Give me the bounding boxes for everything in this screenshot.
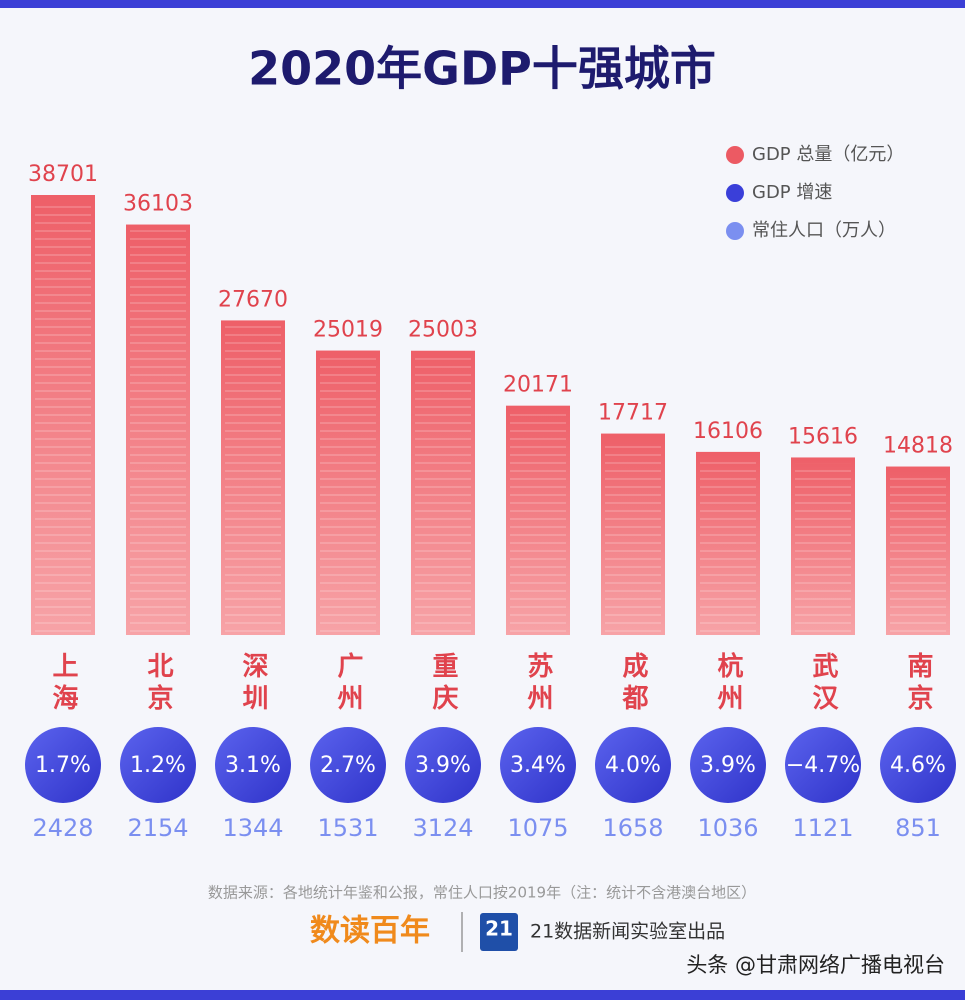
city-label: 深圳 [238, 652, 268, 716]
population-label: 1121 [792, 814, 853, 842]
city-label: 北京 [143, 652, 173, 716]
growth-label: 2.7% [320, 753, 376, 778]
building-windows [890, 472, 946, 635]
building-windows [510, 411, 566, 635]
population-label: 2154 [127, 814, 188, 842]
source-note: 数据来源：各地统计年鉴和公报，常住人口按2019年（注：统计不含港澳台地区） [208, 884, 756, 902]
growth-label: 4.6% [890, 753, 946, 778]
growth-circle [595, 727, 671, 803]
building-windows [795, 463, 851, 635]
bottom-border [0, 990, 965, 1000]
building-windows [35, 201, 91, 635]
growth-circle [690, 727, 766, 803]
growth-circle [500, 727, 576, 803]
legend-label: GDP 增速 [752, 182, 832, 203]
growth-label: 3.9% [415, 753, 471, 778]
building-windows [605, 439, 661, 635]
building-windows [415, 356, 471, 635]
city-label: 广州 [333, 652, 363, 716]
logo: 数读百年 [310, 914, 430, 949]
building-windows [130, 230, 186, 635]
gdp-label: 15616 [788, 424, 858, 449]
gdp-label: 14818 [883, 434, 953, 459]
growth-label: 1.7% [35, 753, 91, 778]
population-label: 2428 [32, 814, 93, 842]
gdp-label: 16106 [693, 419, 763, 444]
growth-label: 3.1% [225, 753, 281, 778]
population-label: 1531 [317, 814, 378, 842]
population-label: 851 [895, 814, 941, 842]
growth-label: 4.0% [605, 753, 661, 778]
population-label: 3124 [412, 814, 473, 842]
gdp-label: 38701 [28, 162, 98, 187]
city-label: 成都 [618, 652, 649, 716]
gdp-label: 25019 [313, 318, 383, 343]
population-label: 1075 [507, 814, 568, 842]
legend-swatch [726, 222, 744, 240]
growth-label: 3.9% [700, 753, 756, 778]
legend-label: 常住人口（万人） [752, 220, 896, 241]
badge: 21 [485, 917, 513, 941]
city-label: 南京 [903, 652, 933, 716]
city-label: 杭州 [713, 651, 743, 716]
gdp-label: 27670 [218, 287, 288, 312]
gdp-label: 17717 [598, 401, 668, 426]
population-label: 1036 [697, 814, 758, 842]
growth-circle [880, 727, 956, 803]
growth-label: −4.7% [786, 753, 860, 778]
growth-circle [25, 727, 101, 803]
building-windows [225, 326, 281, 635]
growth-circle [785, 727, 861, 803]
city-label: 苏州 [523, 652, 553, 716]
top-border [0, 0, 965, 8]
gdp-label: 36103 [123, 192, 193, 217]
building-windows [320, 356, 376, 635]
city-label: 上海 [48, 652, 78, 716]
legend-label: GDP 总量（亿元） [752, 144, 904, 165]
gdp-label: 25003 [408, 318, 478, 343]
badge-bg [480, 913, 518, 951]
city-label: 武汉 [808, 652, 838, 716]
population-label: 1344 [222, 814, 283, 842]
growth-label: 3.4% [510, 753, 566, 778]
growth-label: 1.2% [130, 753, 186, 778]
watermark: 头条 @甘肃网络广播电视台 [686, 953, 945, 977]
legend-swatch [726, 146, 744, 164]
city-label: 重庆 [428, 652, 458, 716]
building-windows [700, 457, 756, 635]
growth-circle [310, 727, 386, 803]
chart-title: 2020年GDP十强城市 [248, 42, 716, 96]
producer: 21数据新闻实验室出品 [530, 921, 725, 943]
gdp-label: 20171 [503, 373, 573, 398]
growth-circle [120, 727, 196, 803]
growth-circle [215, 727, 291, 803]
growth-circle [405, 727, 481, 803]
population-label: 1658 [602, 814, 663, 842]
legend-swatch [726, 184, 744, 202]
